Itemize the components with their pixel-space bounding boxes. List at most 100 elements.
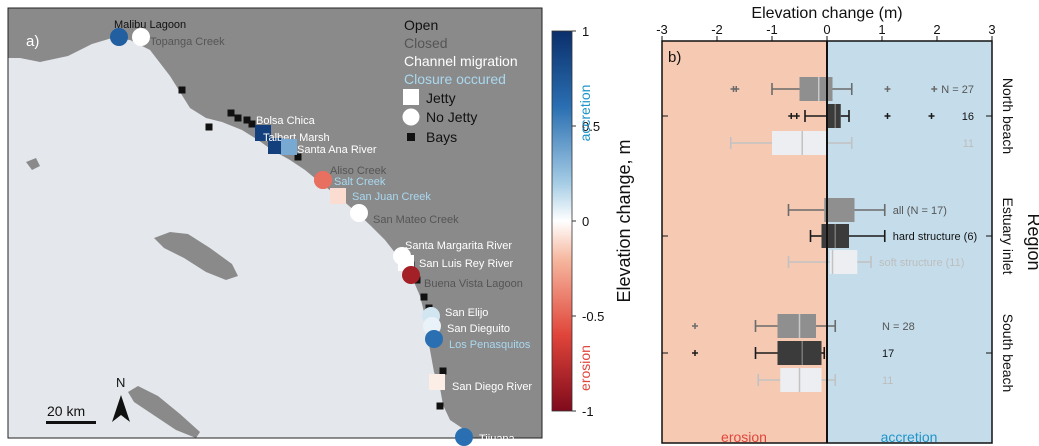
site-label-malibu-lagoon: Malibu Lagoon	[114, 19, 186, 31]
bottom-accretion-label: accretion	[881, 429, 938, 445]
box-count-label: soft structure (11)	[879, 257, 964, 269]
site-label-salt-creek: Salt Creek	[334, 176, 386, 188]
chart-title: Elevation change (m)	[751, 5, 902, 22]
y-axis-label: Region	[1024, 213, 1039, 270]
site-label-santa-margarita-river: Santa Margarita River	[405, 240, 512, 252]
box-south-beach-light: 11	[757, 368, 893, 392]
panel-b-label: b)	[668, 49, 681, 66]
site-label-bolsa-chica: Bolsa Chica	[256, 115, 316, 127]
x-axis: -3 -2 -1 0 1 2 3	[656, 22, 996, 41]
boxplot-panel: Elevation change (m) -3 -2 -1 0 1 2 3 N = 27 16…	[656, 5, 1039, 445]
legend-closed: Closed	[404, 35, 448, 51]
box-count-label: N = 28	[882, 321, 915, 333]
box-series: N = 27 16 11 all (N = 17) hard structure (6)…	[692, 77, 977, 392]
site-marker-malibu-lagoon	[110, 28, 128, 46]
site-marker-san-diego-river	[429, 374, 445, 390]
panel-a-label: a)	[26, 33, 39, 50]
box-estuary-inlet-gray: all (N = 17)	[787, 198, 947, 222]
map-legend: Open Closed Channel migration Closure oc…	[402, 17, 518, 145]
box-count-label: 11	[963, 138, 974, 150]
outlier-marker	[793, 113, 800, 119]
site-label-tijuana: Tijuana	[479, 433, 516, 445]
bay-marker	[243, 116, 251, 124]
box-north-beach-dark: 16	[788, 104, 974, 128]
colorbar-accretion-word: accretion	[577, 85, 593, 142]
x-tick-label: -1	[766, 22, 778, 37]
scale-bar: 20 km	[46, 403, 96, 424]
box-count-label: 17	[882, 348, 894, 360]
colorbar: 1 0.5 0 -0.5 -1 accretion erosion Elevation …	[551, 24, 634, 419]
colorbar-title: Elevation change, m	[614, 139, 634, 302]
legend-closure: Closure occured	[404, 71, 506, 87]
colorbar-gradient	[551, 30, 573, 412]
catalina-island	[154, 232, 238, 280]
group-labels: North beach Estuary inlet South beach	[1000, 78, 1016, 392]
box-south-beach-gray: N = 28	[692, 314, 915, 338]
x-tick-label: 0	[823, 22, 830, 37]
bay-marker	[420, 293, 428, 301]
site-label-aliso-creek: Aliso Creek	[330, 165, 387, 177]
santa-barbara-island	[26, 158, 40, 170]
site-marker-san-juan-creek	[330, 188, 346, 204]
site-marker-san-mateo-creek	[350, 204, 368, 222]
outlier-marker	[733, 86, 740, 92]
y-axis	[662, 115, 992, 354]
bay-marker	[205, 123, 213, 131]
legend-no-jetty-circle	[402, 108, 420, 126]
group-label-south-beach: South beach	[1000, 314, 1016, 393]
outlier-marker	[931, 86, 938, 92]
site-marker-tijuana	[455, 428, 473, 446]
bay-marker	[294, 153, 302, 161]
site-label-san-dieguito: San Dieguito	[447, 323, 510, 335]
group-label-north-beach: North beach	[1000, 78, 1016, 154]
bay-marker	[436, 402, 444, 410]
site-label-topanga-creek: Topanga Creek	[150, 36, 225, 48]
box-count-label: hard structure (6)	[893, 231, 977, 243]
legend-channel-migration: Channel migration	[404, 53, 518, 69]
box-north-beach-light: 11	[729, 131, 974, 155]
box-count-label: N = 27	[941, 84, 974, 96]
bay-marker	[178, 86, 186, 94]
box-body	[780, 368, 822, 392]
north-label: N	[116, 375, 125, 390]
site-label-san-juan-creek: San Juan Creek	[352, 191, 431, 203]
bottom-erosion-label: erosion	[721, 429, 767, 445]
box-estuary-inlet-light: soft structure (11)	[787, 250, 964, 274]
x-tick-label: -2	[711, 22, 723, 37]
box-body	[829, 250, 858, 274]
box-body	[827, 104, 841, 128]
legend-no-jetty: No Jetty	[426, 109, 477, 125]
site-marker-topanga-creek	[132, 28, 150, 46]
bay-marker	[234, 114, 242, 122]
outlier-marker	[788, 113, 795, 119]
colorbar-tick-label: -0.5	[582, 309, 604, 324]
site-markers: Malibu Lagoon Topanga Creek Bolsa Chica Tal…	[110, 19, 532, 446]
x-tick-label: 2	[933, 22, 940, 37]
site-marker-santa-ana-river	[281, 139, 297, 155]
site-marker-talbert-marsh	[268, 138, 284, 154]
legend-bays: Bays	[426, 129, 457, 145]
box-count-label: 16	[962, 111, 974, 123]
bay-marker	[227, 109, 235, 117]
colorbar-erosion-word: erosion	[577, 345, 593, 391]
outlier-marker	[884, 113, 891, 119]
outlier-marker	[692, 350, 698, 356]
legend-open: Open	[404, 17, 438, 33]
outlier-marker	[692, 323, 698, 329]
legend-jetty-square	[403, 89, 419, 105]
box-count-label: all (N = 17)	[893, 205, 947, 217]
site-label-santa-ana-river: Santa Ana River	[297, 144, 377, 156]
site-label-san-diego-river: San Diego River	[452, 381, 532, 393]
bay-marker	[248, 120, 256, 128]
site-label-talbert-marsh: Talbert Marsh	[263, 132, 330, 144]
accretion-background	[827, 41, 992, 443]
legend-jetty: Jetty	[426, 90, 456, 106]
outlier-marker	[884, 86, 891, 92]
site-marker-salt-creek	[314, 171, 332, 189]
site-marker-los-penasquitos	[425, 330, 443, 348]
box-body	[777, 341, 822, 365]
box-south-beach-dark: 17	[692, 341, 894, 365]
x-tick-label: 1	[878, 22, 885, 37]
site-label-san-luis-rey-river: San Luis Rey River	[419, 258, 513, 270]
san-clemente-island	[128, 386, 200, 438]
